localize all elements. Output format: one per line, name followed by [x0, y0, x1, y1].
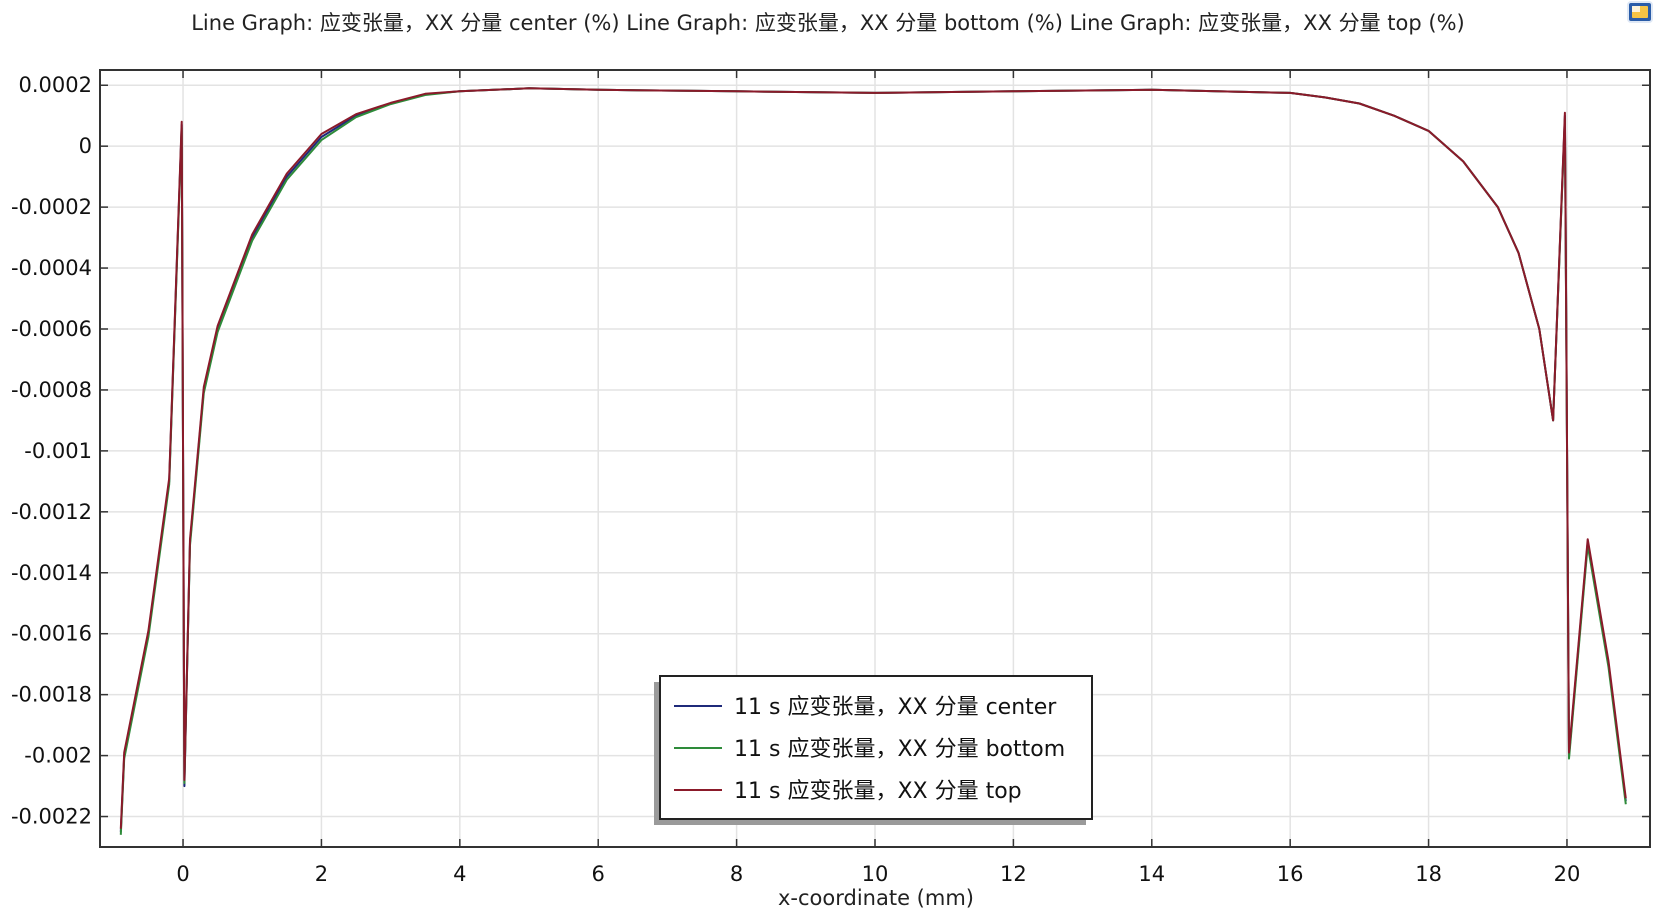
x-tick-label: 4	[453, 862, 466, 886]
y-tick-label: -0.0012	[11, 500, 92, 524]
y-tick-label: -0.002	[24, 744, 92, 768]
x-tick-label: 20	[1554, 862, 1581, 886]
y-tick-label: -0.001	[24, 439, 92, 463]
legend-entry: 11 s 应变张量，XX 分量 center	[734, 695, 1057, 720]
y-tick-label: -0.0006	[11, 317, 92, 341]
series-layer	[119, 87, 1627, 835]
y-tick-label: -0.0008	[11, 378, 92, 402]
x-tick-label: 2	[315, 862, 328, 886]
legend-box	[659, 675, 1093, 820]
y-tick-label: -0.0018	[11, 683, 92, 707]
series-line-3	[119, 87, 1627, 829]
graphics-window-icon[interactable]	[1626, 0, 1654, 24]
legend: 11 s 应变张量，XX 分量 center 11 s 应变张量，XX 分量 bo…	[654, 675, 1093, 825]
x-tick-label: 8	[730, 862, 743, 886]
legend-entry: 11 s 应变张量，XX 分量 bottom	[734, 737, 1065, 762]
legend-entry: 11 s 应变张量，XX 分量 top	[734, 779, 1022, 804]
y-tick-label: -0.0002	[11, 195, 92, 219]
y-tick-label: -0.0016	[11, 622, 92, 646]
x-tick-label: 14	[1138, 862, 1165, 886]
x-tick-label: 6	[592, 862, 605, 886]
y-tick-label: 0	[79, 134, 92, 158]
x-tick-label: 0	[176, 862, 189, 886]
y-axis-ticks: 0.0002 0 -0.0002 -0.0004 -0.0006 -0.0008 -0.00…	[11, 73, 1650, 829]
y-tick-label: 0.0002	[19, 73, 92, 97]
x-axis-label: x-coordinate (mm)	[778, 886, 974, 910]
x-tick-label: 16	[1277, 862, 1304, 886]
y-tick-label: -0.0022	[11, 805, 92, 829]
chart-title: Line Graph: 应变张量，XX 分量 center (%) Line G…	[191, 11, 1465, 35]
x-axis-ticks: 0 2 4 6 8 10 12 14 16 18 20	[176, 70, 1580, 886]
x-tick-label: 18	[1415, 862, 1442, 886]
x-tick-label: 10	[862, 862, 889, 886]
y-tick-label: -0.0004	[11, 256, 92, 280]
y-tick-label: -0.0014	[11, 561, 92, 585]
x-tick-label: 12	[1000, 862, 1027, 886]
